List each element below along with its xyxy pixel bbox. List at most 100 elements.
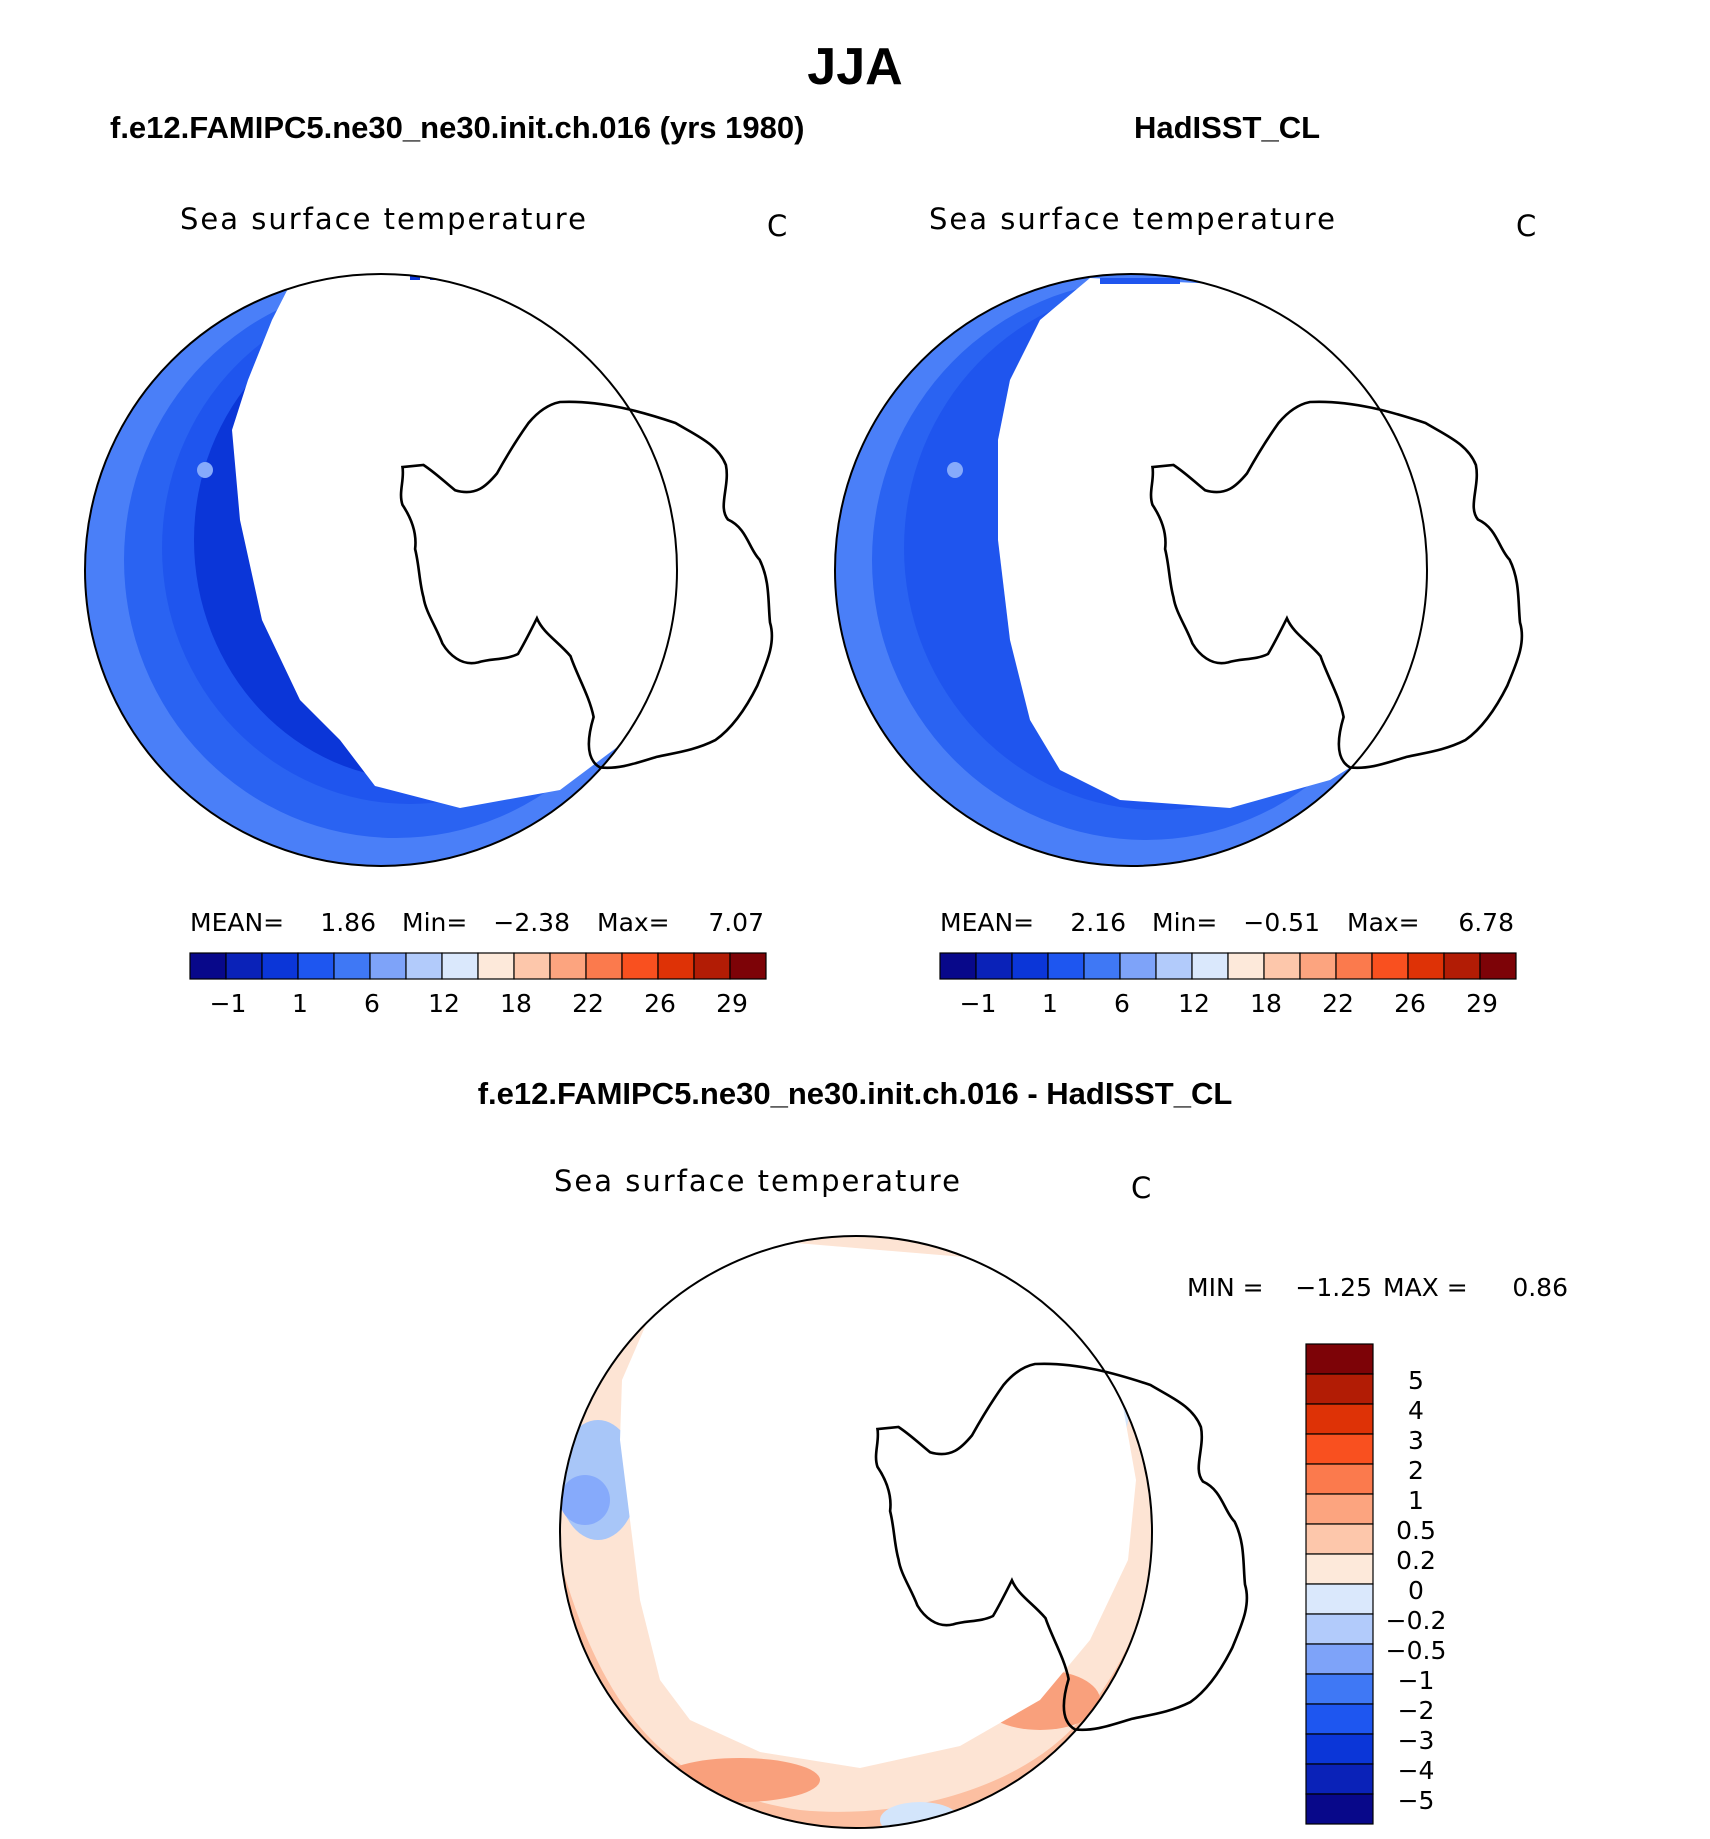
cbar-label: −0.5 [1386,1636,1447,1665]
colorbar-swatch [1305,1583,1374,1615]
panel-obs-variable: Sea surface temperature [929,202,1337,236]
panel-diff-colorbar-labels: 5 4 3 2 1 0.5 0.2 0 −0.2 −0.5 −1 −2 −3 −… [1386,1366,1447,1815]
colorbar-swatch [729,952,767,980]
cbar-tick: 1 [292,989,308,1018]
panel-obs-max-label: Max= [1347,908,1420,937]
panel-diff-max-value: 0.86 [1512,1273,1568,1302]
colorbar-swatch [477,952,515,980]
colorbar-swatch [1305,1553,1374,1585]
colorbar-swatch [441,952,479,980]
panel-model-max-value: 7.07 [708,908,764,937]
cbar-label: −5 [1398,1786,1435,1815]
panel-obs-colorbar-ticks: −1 1 6 12 18 22 26 29 [960,989,1498,1018]
panel-diff-variable: Sea surface temperature [554,1164,962,1198]
panel-diff: f.e12.FAMIPC5.ne30_ne30.init.ch.016 - Ha… [478,1076,1568,1829]
colorbar-swatch [1479,952,1517,980]
colorbar-swatch [1263,952,1301,980]
colorbar-swatch [405,952,443,980]
colorbar-swatch [369,952,407,980]
panel-model-mean-value: 1.86 [320,908,376,937]
cbar-tick: 6 [1114,989,1130,1018]
panel-model-colorbar-ticks: −1 1 6 12 18 22 26 29 [210,989,748,1018]
colorbar-swatch [1305,1613,1374,1645]
panel-model-min-label: Min= [402,908,467,937]
panel-obs-mean-label: MEAN= [940,908,1034,937]
colorbar-swatch [513,952,551,980]
cbar-tick: 29 [1466,989,1498,1018]
colorbar-swatch [1119,952,1157,980]
colorbar-swatch [1155,952,1193,980]
colorbar-swatch [1305,1433,1374,1465]
colorbar-swatch [585,952,623,980]
cbar-label: 2 [1408,1456,1424,1485]
colorbar-swatch [549,952,587,980]
colorbar-swatch [1305,1493,1374,1525]
panel-model-units: C [767,209,787,243]
panel-diff-max-label: MAX = [1383,1273,1468,1302]
cbar-label: −0.2 [1386,1606,1447,1635]
panel-diff-map-border [559,1235,1153,1829]
colorbar-swatch [1407,952,1445,980]
cbar-tick: 1 [1042,989,1058,1018]
panel-model-min-value: −2.38 [493,908,570,937]
colorbar-swatch [261,952,299,980]
panel-model-variable: Sea surface temperature [180,202,588,236]
panel-obs-min-label: Min= [1152,908,1217,937]
cbar-label: 5 [1408,1366,1424,1395]
cbar-label: 1 [1408,1486,1424,1515]
colorbar-swatch [1011,952,1049,980]
cbar-tick: 29 [716,989,748,1018]
panel-model: f.e12.FAMIPC5.ne30_ne30.init.ch.016 (yrs… [84,110,804,1018]
cbar-label: 0 [1408,1576,1424,1605]
panel-model-mean-label: MEAN= [190,908,284,937]
panel-obs-map-border [834,273,1428,867]
panel-model-max-label: Max= [597,908,670,937]
colorbar-swatch [1047,952,1085,980]
colorbar-swatch [189,952,227,980]
colorbar-swatch [1305,1793,1374,1825]
panel-model-header: f.e12.FAMIPC5.ne30_ne30.init.ch.016 (yrs… [110,110,804,145]
figure-title: JJA [807,38,902,96]
panel-obs-header: HadISST_CL [1134,110,1320,145]
colorbar-swatch [1083,952,1121,980]
colorbar-swatch [297,952,335,980]
colorbar-swatch [975,952,1013,980]
panel-obs-max-value: 6.78 [1458,908,1514,937]
cbar-label: 0.5 [1396,1516,1436,1545]
cbar-tick: 18 [1250,989,1282,1018]
cbar-tick: 12 [1178,989,1210,1018]
cbar-tick: 6 [364,989,380,1018]
panel-diff-min-label: MIN = [1187,1273,1264,1302]
colorbar-swatch [1305,1733,1374,1765]
panel-obs-min-value: −0.51 [1243,908,1320,937]
colorbar-swatch [1305,1523,1374,1555]
cbar-label: 3 [1408,1426,1424,1455]
colorbar-swatch [1335,952,1373,980]
colorbar-swatch [1305,1463,1374,1495]
panel-diff-min-value: −1.25 [1295,1273,1372,1302]
colorbar-swatch [333,952,371,980]
colorbar-swatch [693,952,731,980]
cbar-label: −2 [1398,1696,1435,1725]
colorbar-swatch [1305,1703,1374,1735]
cbar-tick: 26 [644,989,676,1018]
colorbar-swatch [1443,952,1481,980]
panel-obs-units: C [1516,209,1536,243]
panel-diff-header: f.e12.FAMIPC5.ne30_ne30.init.ch.016 - Ha… [478,1076,1233,1111]
colorbar-swatch [939,952,977,980]
cbar-tick: −1 [960,989,997,1018]
colorbar-swatch [1371,952,1409,980]
colorbar-swatch [225,952,263,980]
cbar-tick: 22 [572,989,604,1018]
cbar-label: −1 [1398,1666,1435,1695]
colorbar-swatch [1299,952,1337,980]
panel-diff-colorbar [1305,1343,1374,1825]
colorbar-swatch [1191,952,1229,980]
colorbar-swatch [1305,1403,1374,1435]
cbar-tick: 18 [500,989,532,1018]
cbar-label: 4 [1408,1396,1424,1425]
cbar-tick: −1 [210,989,247,1018]
cbar-tick: 26 [1394,989,1426,1018]
colorbar-swatch [621,952,659,980]
